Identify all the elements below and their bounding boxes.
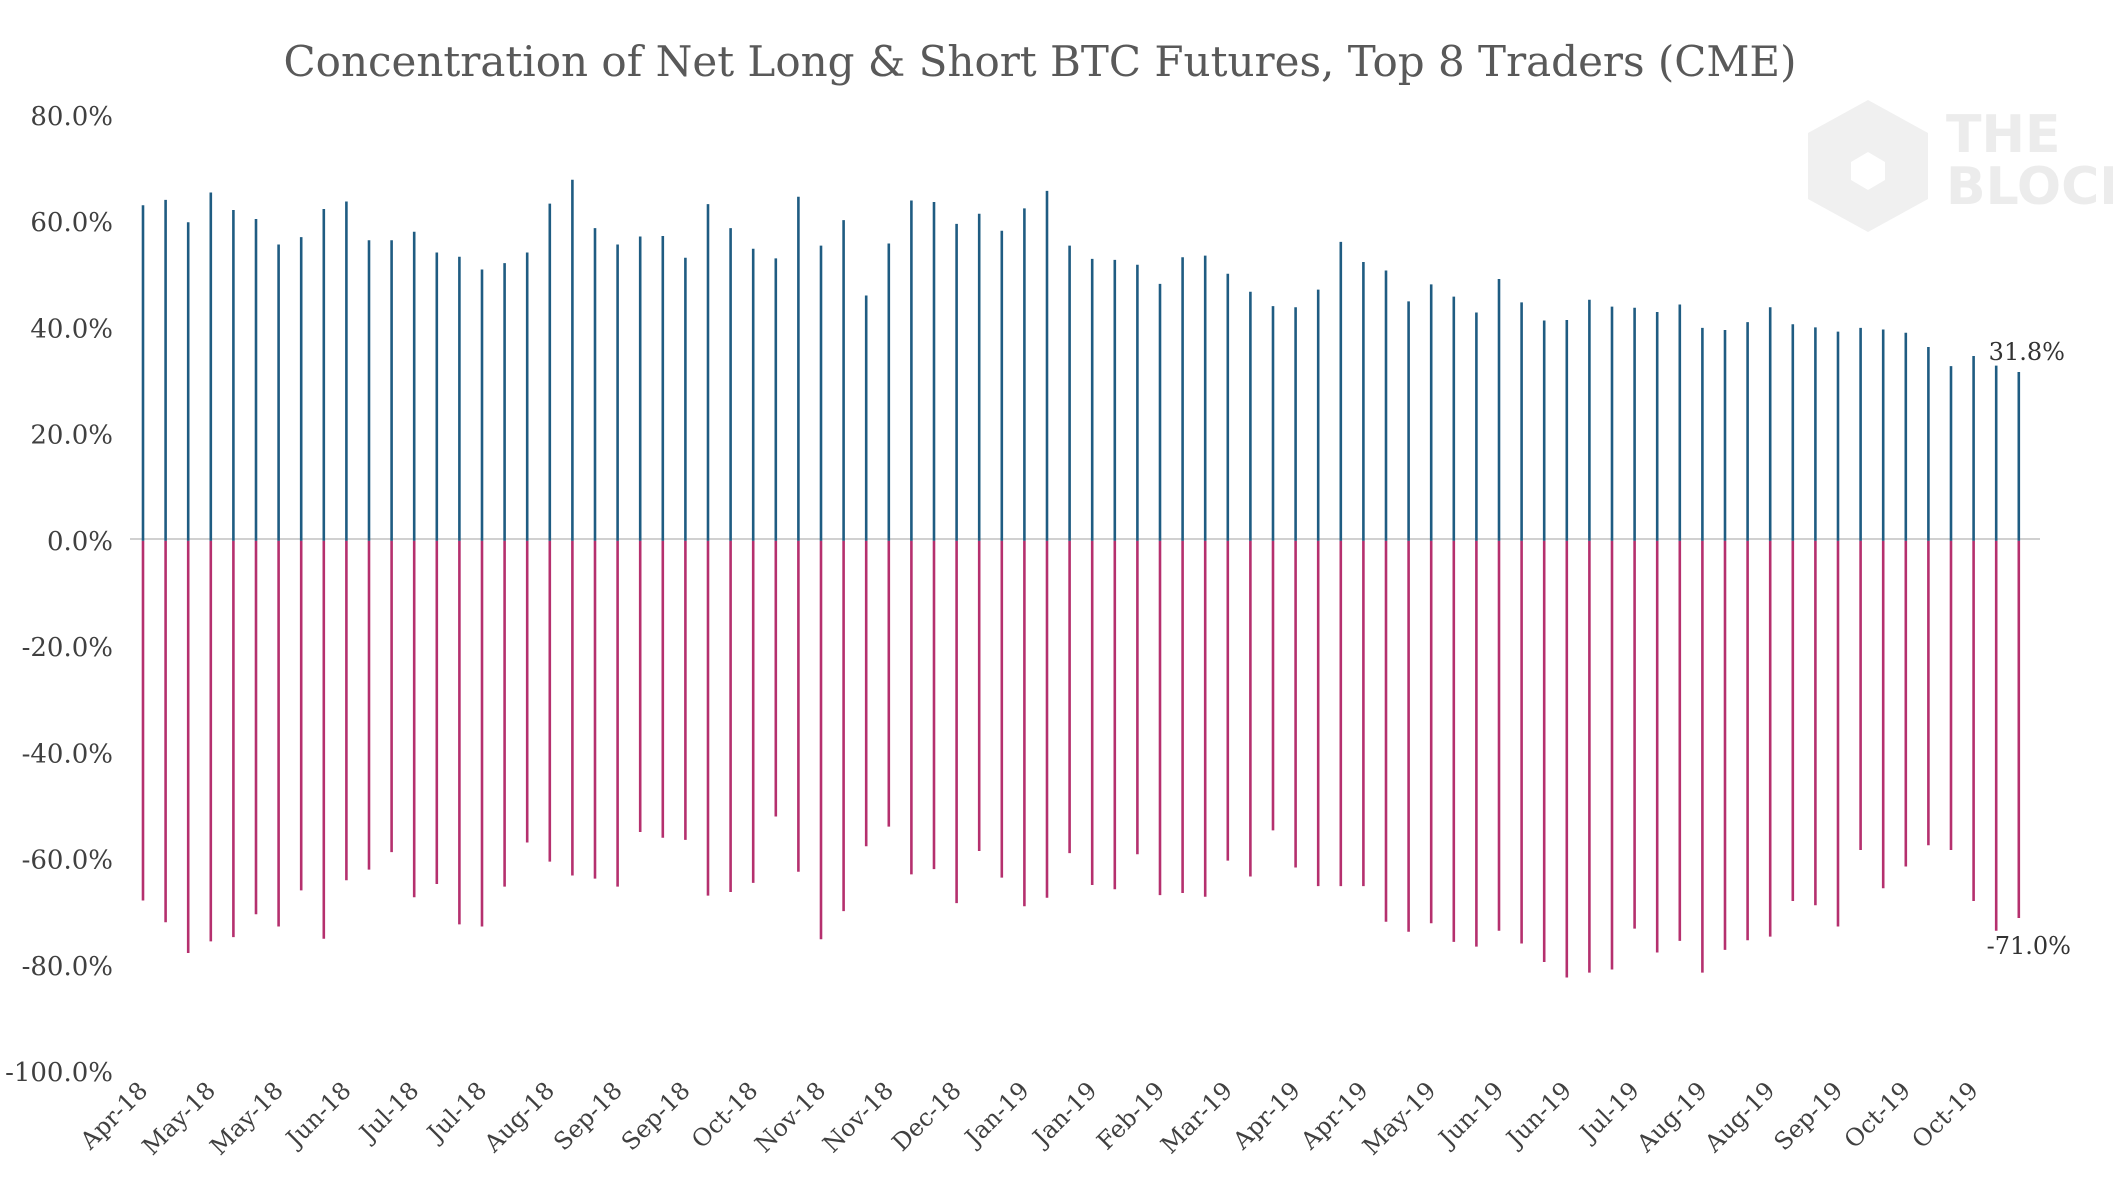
x-tick-label: Nov-18: [749, 1076, 831, 1158]
y-tick-label: 0.0%: [47, 527, 113, 557]
x-tick-label: Jul-18: [352, 1076, 424, 1148]
y-tick-label: -20.0%: [22, 633, 113, 663]
watermark-logo: THE BLOCK: [1808, 100, 2113, 232]
x-tick-label: Sep-19: [1769, 1076, 1849, 1156]
y-axis: 80.0% 60.0% 40.0% 20.0% 0.0% -20.0% -40.0% -60.…: [5, 102, 113, 1088]
y-tick-label: 80.0%: [30, 102, 113, 132]
x-tick-label: May-18: [205, 1076, 289, 1160]
y-tick-label: 20.0%: [30, 421, 113, 451]
x-tick-label: May-18: [137, 1076, 221, 1160]
x-tick-label: Aug-19: [1699, 1076, 1781, 1158]
watermark-hexagon-inner: [1851, 152, 1885, 190]
x-tick-label: Jun-18: [279, 1076, 357, 1154]
annotation-last-long: 31.8%: [1989, 338, 2065, 366]
y-tick-label: 60.0%: [30, 208, 113, 238]
chart-title: Concentration of Net Long & Short BTC Fu…: [284, 37, 1797, 86]
y-tick-label: -60.0%: [22, 846, 113, 876]
x-tick-label: Sep-18: [616, 1076, 696, 1156]
x-tick-label: Aug-19: [1631, 1076, 1713, 1158]
y-tick-label: -80.0%: [22, 952, 113, 982]
x-tick-label: Jan-19: [958, 1076, 1035, 1153]
x-tick-label: Oct-18: [686, 1076, 763, 1153]
x-tick-label: Oct-19: [1906, 1076, 1983, 1153]
y-tick-label: -40.0%: [22, 739, 113, 769]
x-tick-label: Apr-19: [1227, 1076, 1306, 1155]
x-tick-label: Aug-18: [478, 1076, 560, 1158]
y-tick-label: 40.0%: [30, 314, 113, 344]
watermark-line1: THE: [1946, 105, 2061, 165]
x-tick-label: Jun-19: [1499, 1076, 1577, 1154]
x-tick-label: Sep-18: [548, 1076, 628, 1156]
x-tick-label: Nov-18: [817, 1076, 899, 1158]
bars: [141, 179, 2021, 978]
x-tick-label: Oct-19: [1839, 1076, 1916, 1153]
watermark-line2: BLOCK: [1946, 157, 2113, 217]
x-tick-label: Jan-19: [1025, 1076, 1102, 1153]
x-tick-label: Jun-19: [1431, 1076, 1509, 1154]
x-tick-label: Mar-19: [1155, 1076, 1238, 1159]
x-axis: Apr-18May-18May-18Jun-18Jul-18Jul-18Aug-…: [74, 1076, 1984, 1160]
annotation-last-short: -71.0%: [1987, 932, 2071, 960]
x-tick-label: May-19: [1357, 1076, 1441, 1160]
y-tick-label: -100.0%: [5, 1058, 113, 1088]
x-tick-label: Dec-18: [887, 1076, 967, 1156]
